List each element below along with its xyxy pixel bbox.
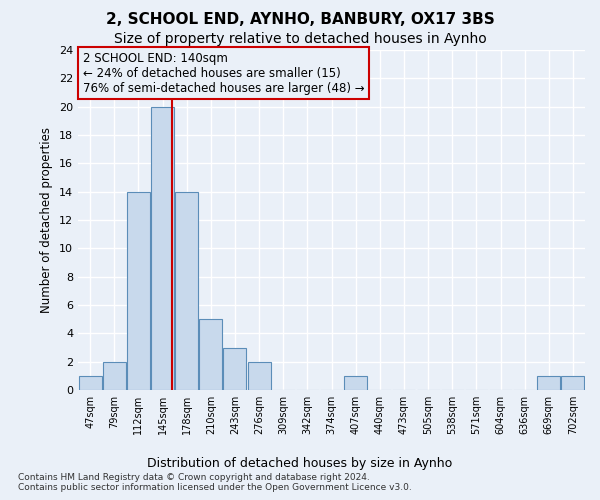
Bar <box>175 192 198 390</box>
Bar <box>223 348 247 390</box>
Bar <box>79 376 101 390</box>
Text: 2 SCHOOL END: 140sqm
← 24% of detached houses are smaller (15)
76% of semi-detac: 2 SCHOOL END: 140sqm ← 24% of detached h… <box>83 52 365 94</box>
Text: Distribution of detached houses by size in Aynho: Distribution of detached houses by size … <box>148 458 452 470</box>
Bar <box>151 106 174 390</box>
Y-axis label: Number of detached properties: Number of detached properties <box>40 127 53 313</box>
Text: Contains HM Land Registry data © Crown copyright and database right 2024.
Contai: Contains HM Land Registry data © Crown c… <box>18 472 412 492</box>
Bar <box>199 319 222 390</box>
Bar <box>538 376 560 390</box>
Bar <box>127 192 150 390</box>
Bar <box>562 376 584 390</box>
Bar <box>103 362 125 390</box>
Bar <box>248 362 271 390</box>
Text: Size of property relative to detached houses in Aynho: Size of property relative to detached ho… <box>113 32 487 46</box>
Bar <box>344 376 367 390</box>
Text: 2, SCHOOL END, AYNHO, BANBURY, OX17 3BS: 2, SCHOOL END, AYNHO, BANBURY, OX17 3BS <box>106 12 494 28</box>
